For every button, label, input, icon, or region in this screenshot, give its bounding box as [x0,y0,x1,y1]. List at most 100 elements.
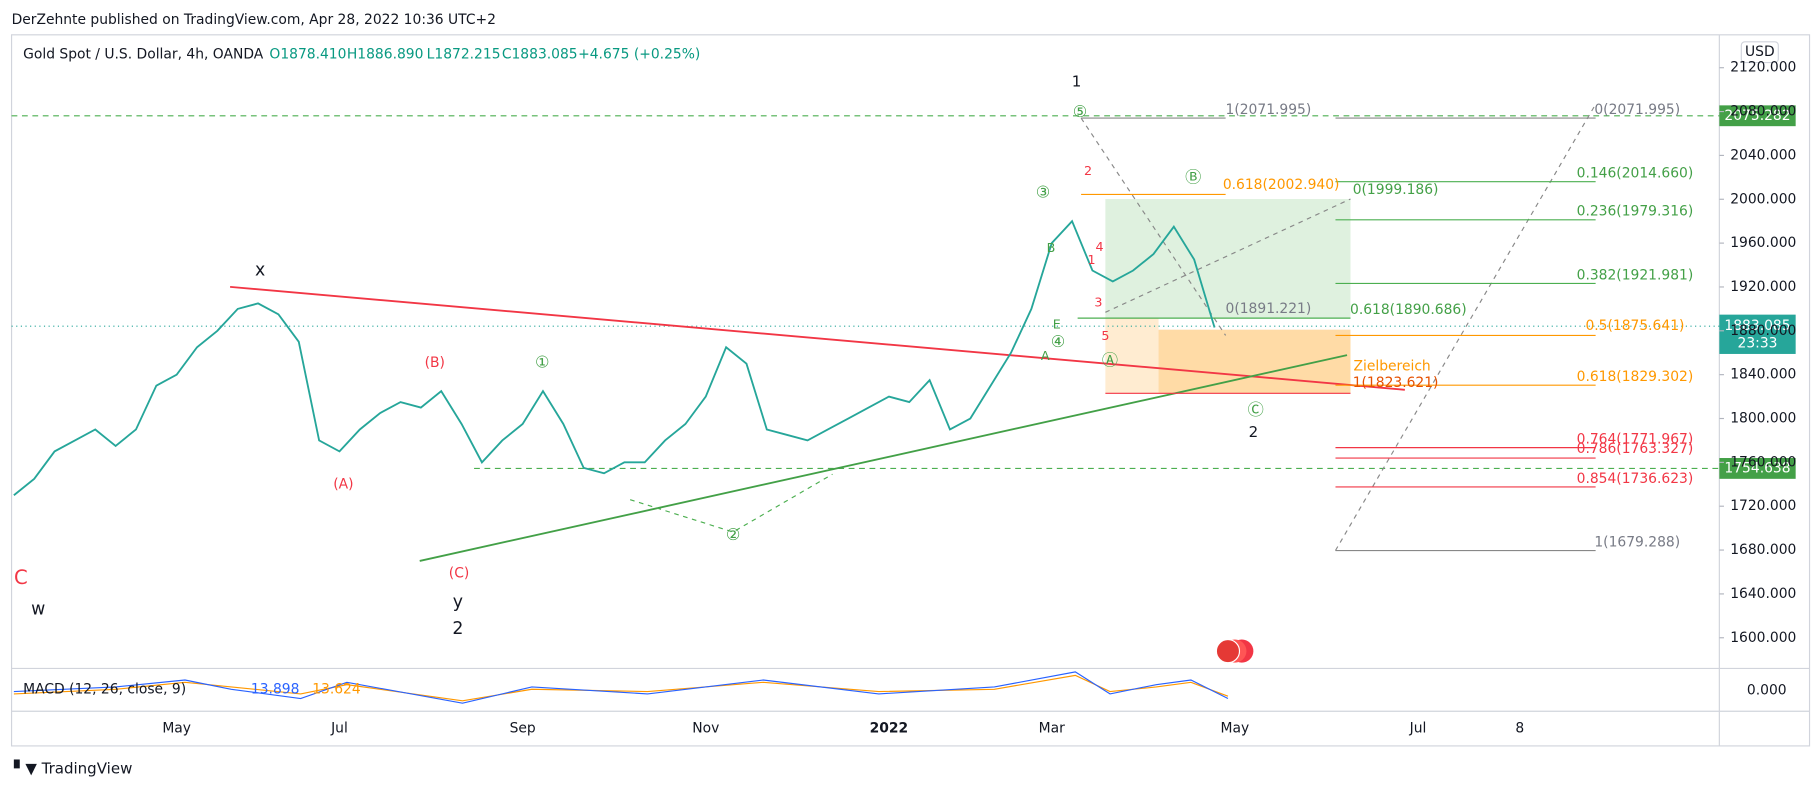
fib-diagonal [1080,117,1227,336]
annotation: 5 [1101,328,1109,343]
annotation: 0.854(1736.623) [1577,471,1694,487]
x-tick-label: Nov [692,721,719,737]
macd-signal [13,674,1229,702]
y-tick-label: 2120.000 [1730,60,1796,76]
annotation: Zielbereich [1354,359,1431,375]
indicator-value: 13.898 [251,681,300,697]
fib-diagonal [1334,103,1597,551]
ohlc-high: H1886.890 [347,46,424,62]
price-badge-label: 2075.282 [1724,108,1790,124]
y-tick-label: 2040.000 [1730,147,1796,163]
y-tick-label: 2000.000 [1730,191,1796,207]
target-box-green [1105,199,1351,319]
price-badge-label: 1883.085 [1724,318,1790,334]
footer-logo-mark: ▘▼ [13,759,38,778]
annotation: 1(1679.288) [1594,534,1680,550]
publisher: DerZehnte published on TradingView.com, … [12,12,496,28]
y-tick-label: 1680.000 [1730,542,1796,558]
annotation: 0.146(2014.660) [1577,166,1694,182]
annotation: ① [535,353,550,372]
flags-icon[interactable] [1215,638,1254,664]
annotation: 0(1891.221) [1226,301,1312,317]
ohlc-low: L1872.215 [427,46,501,62]
annotation: 0.618(2002.940) [1223,177,1340,193]
ohlc-close: C1883.085 [502,46,578,62]
annotation: E [1053,317,1061,332]
annotation: y [453,593,463,613]
annotation: 1 [1087,252,1095,267]
y-tick-label: 1760.000 [1730,454,1796,470]
y-tick-label: 1600.000 [1730,630,1796,646]
fib-lines [1077,117,1596,552]
annotation: (C) [449,566,470,582]
y-tick-label: 1960.000 [1730,235,1796,251]
annotation: (B) [425,355,445,371]
annotation: 0(2071.995) [1594,102,1680,118]
annotation: x [255,261,265,281]
y-tick-label: 1720.000 [1730,498,1796,514]
indicator-name: MACD (12, 26, close, 9) [23,681,186,697]
frame [10,34,1811,747]
y-tick-label: 2080.000 [1730,104,1796,120]
annotation: 2 [1249,423,1259,441]
symbol-title: Gold Spot / U.S. Dollar, 4h, OANDA [23,46,264,62]
currency[interactable]: USD [1745,44,1775,60]
ohlc-open: O1878.410 [269,46,346,62]
target-box-light [1105,318,1159,394]
annotation: B [1047,240,1056,255]
annotation: ② [726,525,741,544]
x-tick-label: Jul [1409,721,1427,737]
indicator-value: 13.624 [312,681,361,697]
annotation: 2 [1084,163,1092,178]
macd-line [13,671,1229,704]
annotation: 1(1823.621) [1353,375,1439,391]
annotation: 3 [1094,295,1102,310]
annotation: 1 [1072,73,1082,91]
x-tick-label: May [1221,721,1250,737]
annotation: 0.236(1979.316) [1577,204,1694,220]
annotation: ④ [1051,332,1066,351]
price-badge-label: 1754.638 [1724,460,1790,476]
annotation: Ⓒ [1248,400,1264,419]
annotation: 4 [1096,239,1104,254]
annotation: w [31,599,45,619]
annotation: ⑤ [1073,102,1088,121]
price-badge [1719,458,1796,479]
x-tick-label: Jul [330,721,348,737]
annotation: Ⓐ [1102,350,1118,369]
annotation: 0.764(1771.967) [1577,432,1694,448]
price-line [13,219,1216,496]
y-tick-label: 1640.000 [1730,586,1796,602]
annotation: 0.5(1875.641) [1585,318,1684,334]
trend-line-red [230,285,1405,391]
x-tick-label: Mar [1039,721,1065,737]
y-tick-label: 1840.000 [1730,367,1796,383]
x-tick-label: Sep [510,721,536,737]
y-tick-label: 1800.000 [1730,411,1796,427]
x-tick-label: 2022 [870,721,909,737]
currency-button[interactable] [1740,41,1779,64]
annotation: 0(1999.186) [1353,182,1439,198]
price-badge [1719,314,1796,354]
annotation: 0.382(1921.981) [1577,267,1694,283]
ohlc-change: +4.675 (+0.25%) [578,46,700,62]
trend-line-green [419,354,1348,562]
annotation: A [1041,348,1050,363]
y-tick-label: 1920.000 [1730,279,1796,295]
price-badge [1719,105,1796,127]
x-tick-label: 8 [1515,721,1524,737]
annotation: Ⓑ [1185,168,1201,187]
annotation: C [14,566,28,589]
annotation: ③ [1036,183,1051,202]
x-tick-label: May [162,721,191,737]
fib-diagonal [1105,198,1351,313]
footer-logo: TradingView [41,760,133,778]
indicator-axis-label: 0.000 [1747,682,1787,698]
annotation: (A) [333,477,353,493]
annotation: 0.786(1763.327) [1577,441,1694,457]
annotation: 0.618(1890.686) [1350,302,1467,318]
y-tick-label: 1880.000 [1730,323,1796,339]
annotation: 1(2071.995) [1226,102,1312,118]
